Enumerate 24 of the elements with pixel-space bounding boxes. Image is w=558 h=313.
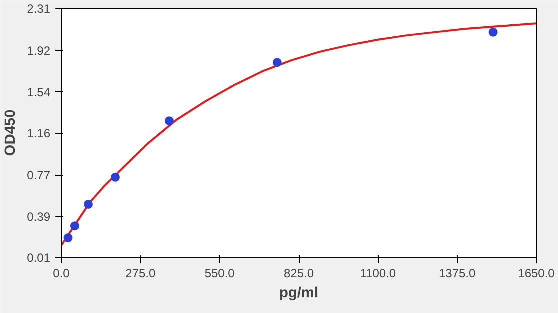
- y-tick-label: 1.54: [27, 85, 51, 100]
- x-tick-label: 275.0: [126, 266, 156, 280]
- y-tick-label: 1.16: [27, 126, 51, 140]
- line-series: [62, 22, 536, 247]
- point: [84, 200, 93, 209]
- y-tick-label: 0.39: [27, 210, 51, 224]
- y-tick-label: 1.92: [27, 44, 51, 58]
- point: [272, 58, 282, 68]
- y-axis-title: OD450: [3, 110, 20, 156]
- point: [64, 234, 73, 243]
- x-tick-label: 1100.0: [360, 266, 396, 280]
- y-tick-label: 2.31: [27, 2, 51, 16]
- y-tick-label: 0.01: [27, 251, 51, 265]
- y-tick-label: 0.77: [27, 168, 51, 183]
- x-axis-title: pg/ml: [279, 286, 319, 302]
- point: [488, 28, 498, 37]
- x-tick-label: 1650.0: [518, 266, 556, 280]
- point: [164, 116, 174, 126]
- x-tick-label: 550.0: [204, 266, 236, 280]
- x-tick-label: 0.0: [53, 266, 70, 280]
- point: [70, 222, 80, 231]
- point: [110, 172, 120, 182]
- x-tick-label: 1375.0: [438, 266, 476, 280]
- x-tick-label: 825.0: [284, 266, 314, 280]
